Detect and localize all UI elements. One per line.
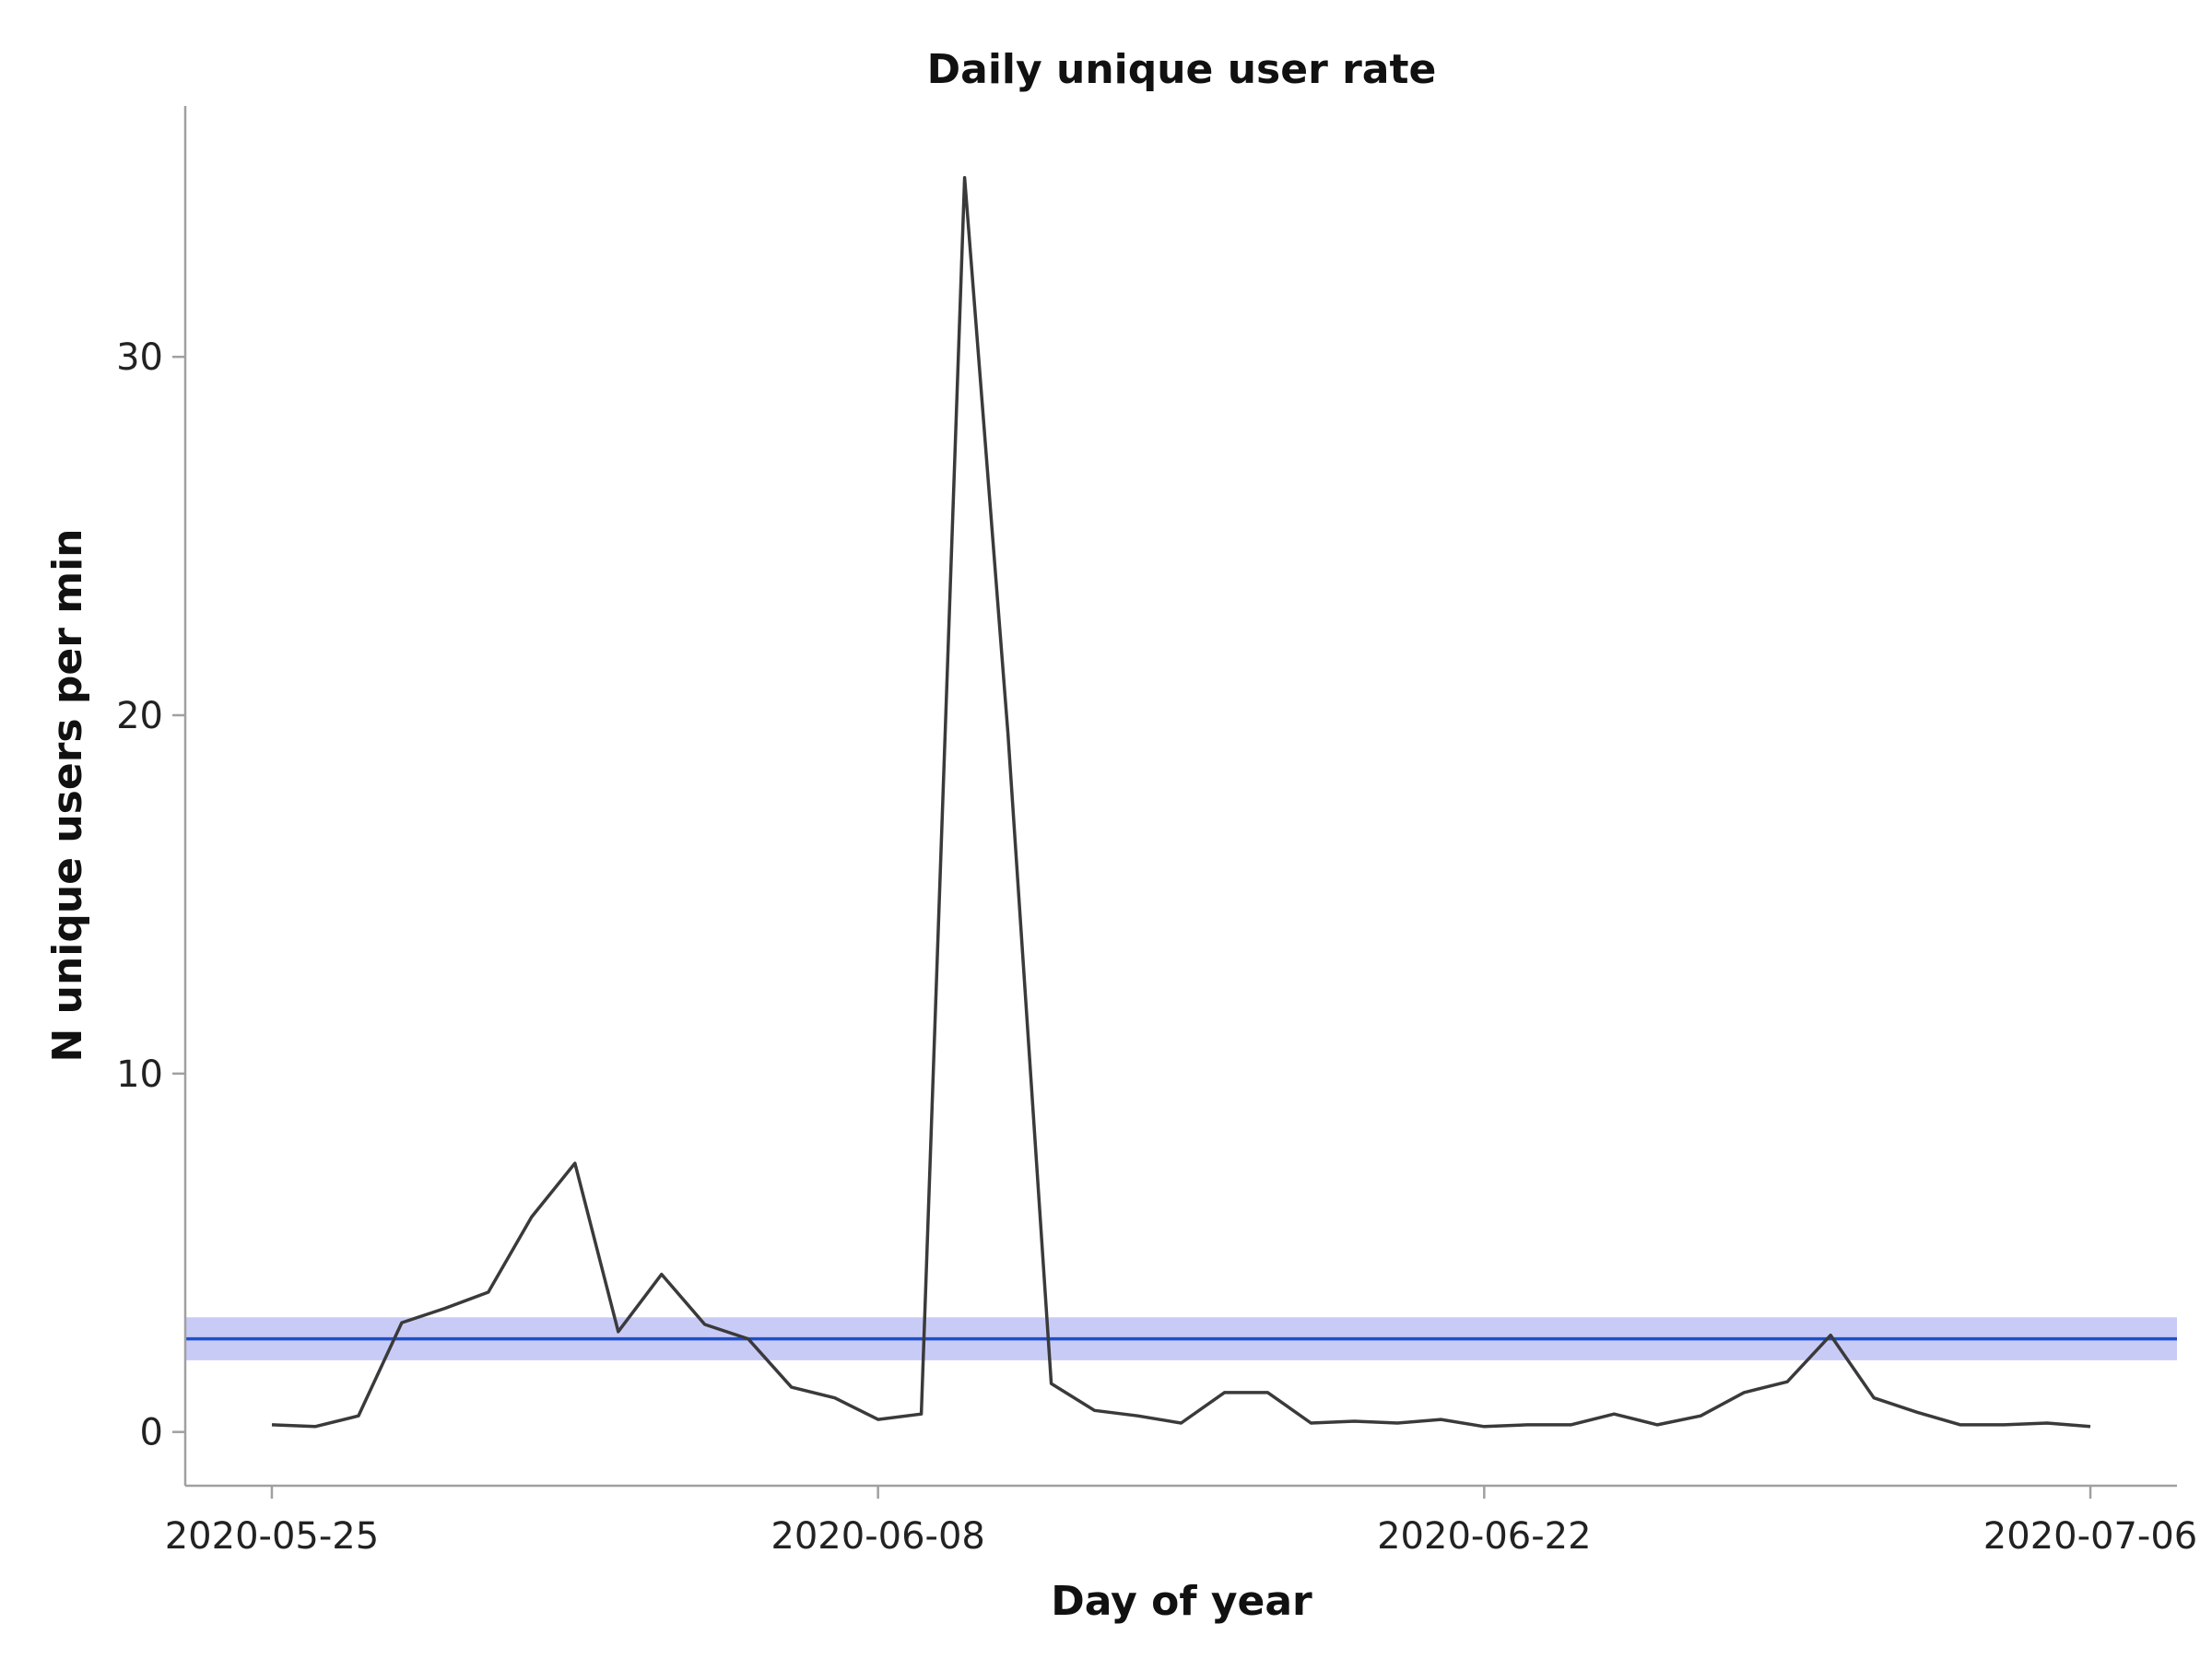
x-tick-label: 2020-05-25 [165, 1515, 379, 1558]
x-tick-label: 2020-06-08 [771, 1515, 984, 1558]
chart-title: Daily unique user rate [927, 46, 1437, 93]
y-tick-label: 10 [116, 1053, 163, 1096]
y-axis-title: N unique users per min [44, 528, 91, 1062]
y-tick-label: 20 [116, 695, 163, 737]
series-line [271, 176, 2091, 1429]
x-tick-label: 2020-07-06 [1983, 1515, 2197, 1558]
x-tick-label: 2020-06-22 [1377, 1515, 1591, 1558]
y-tick-label: 0 [140, 1412, 163, 1454]
x-axis-title: Day of year [1051, 1578, 1312, 1625]
y-tick-label: 30 [116, 336, 163, 379]
